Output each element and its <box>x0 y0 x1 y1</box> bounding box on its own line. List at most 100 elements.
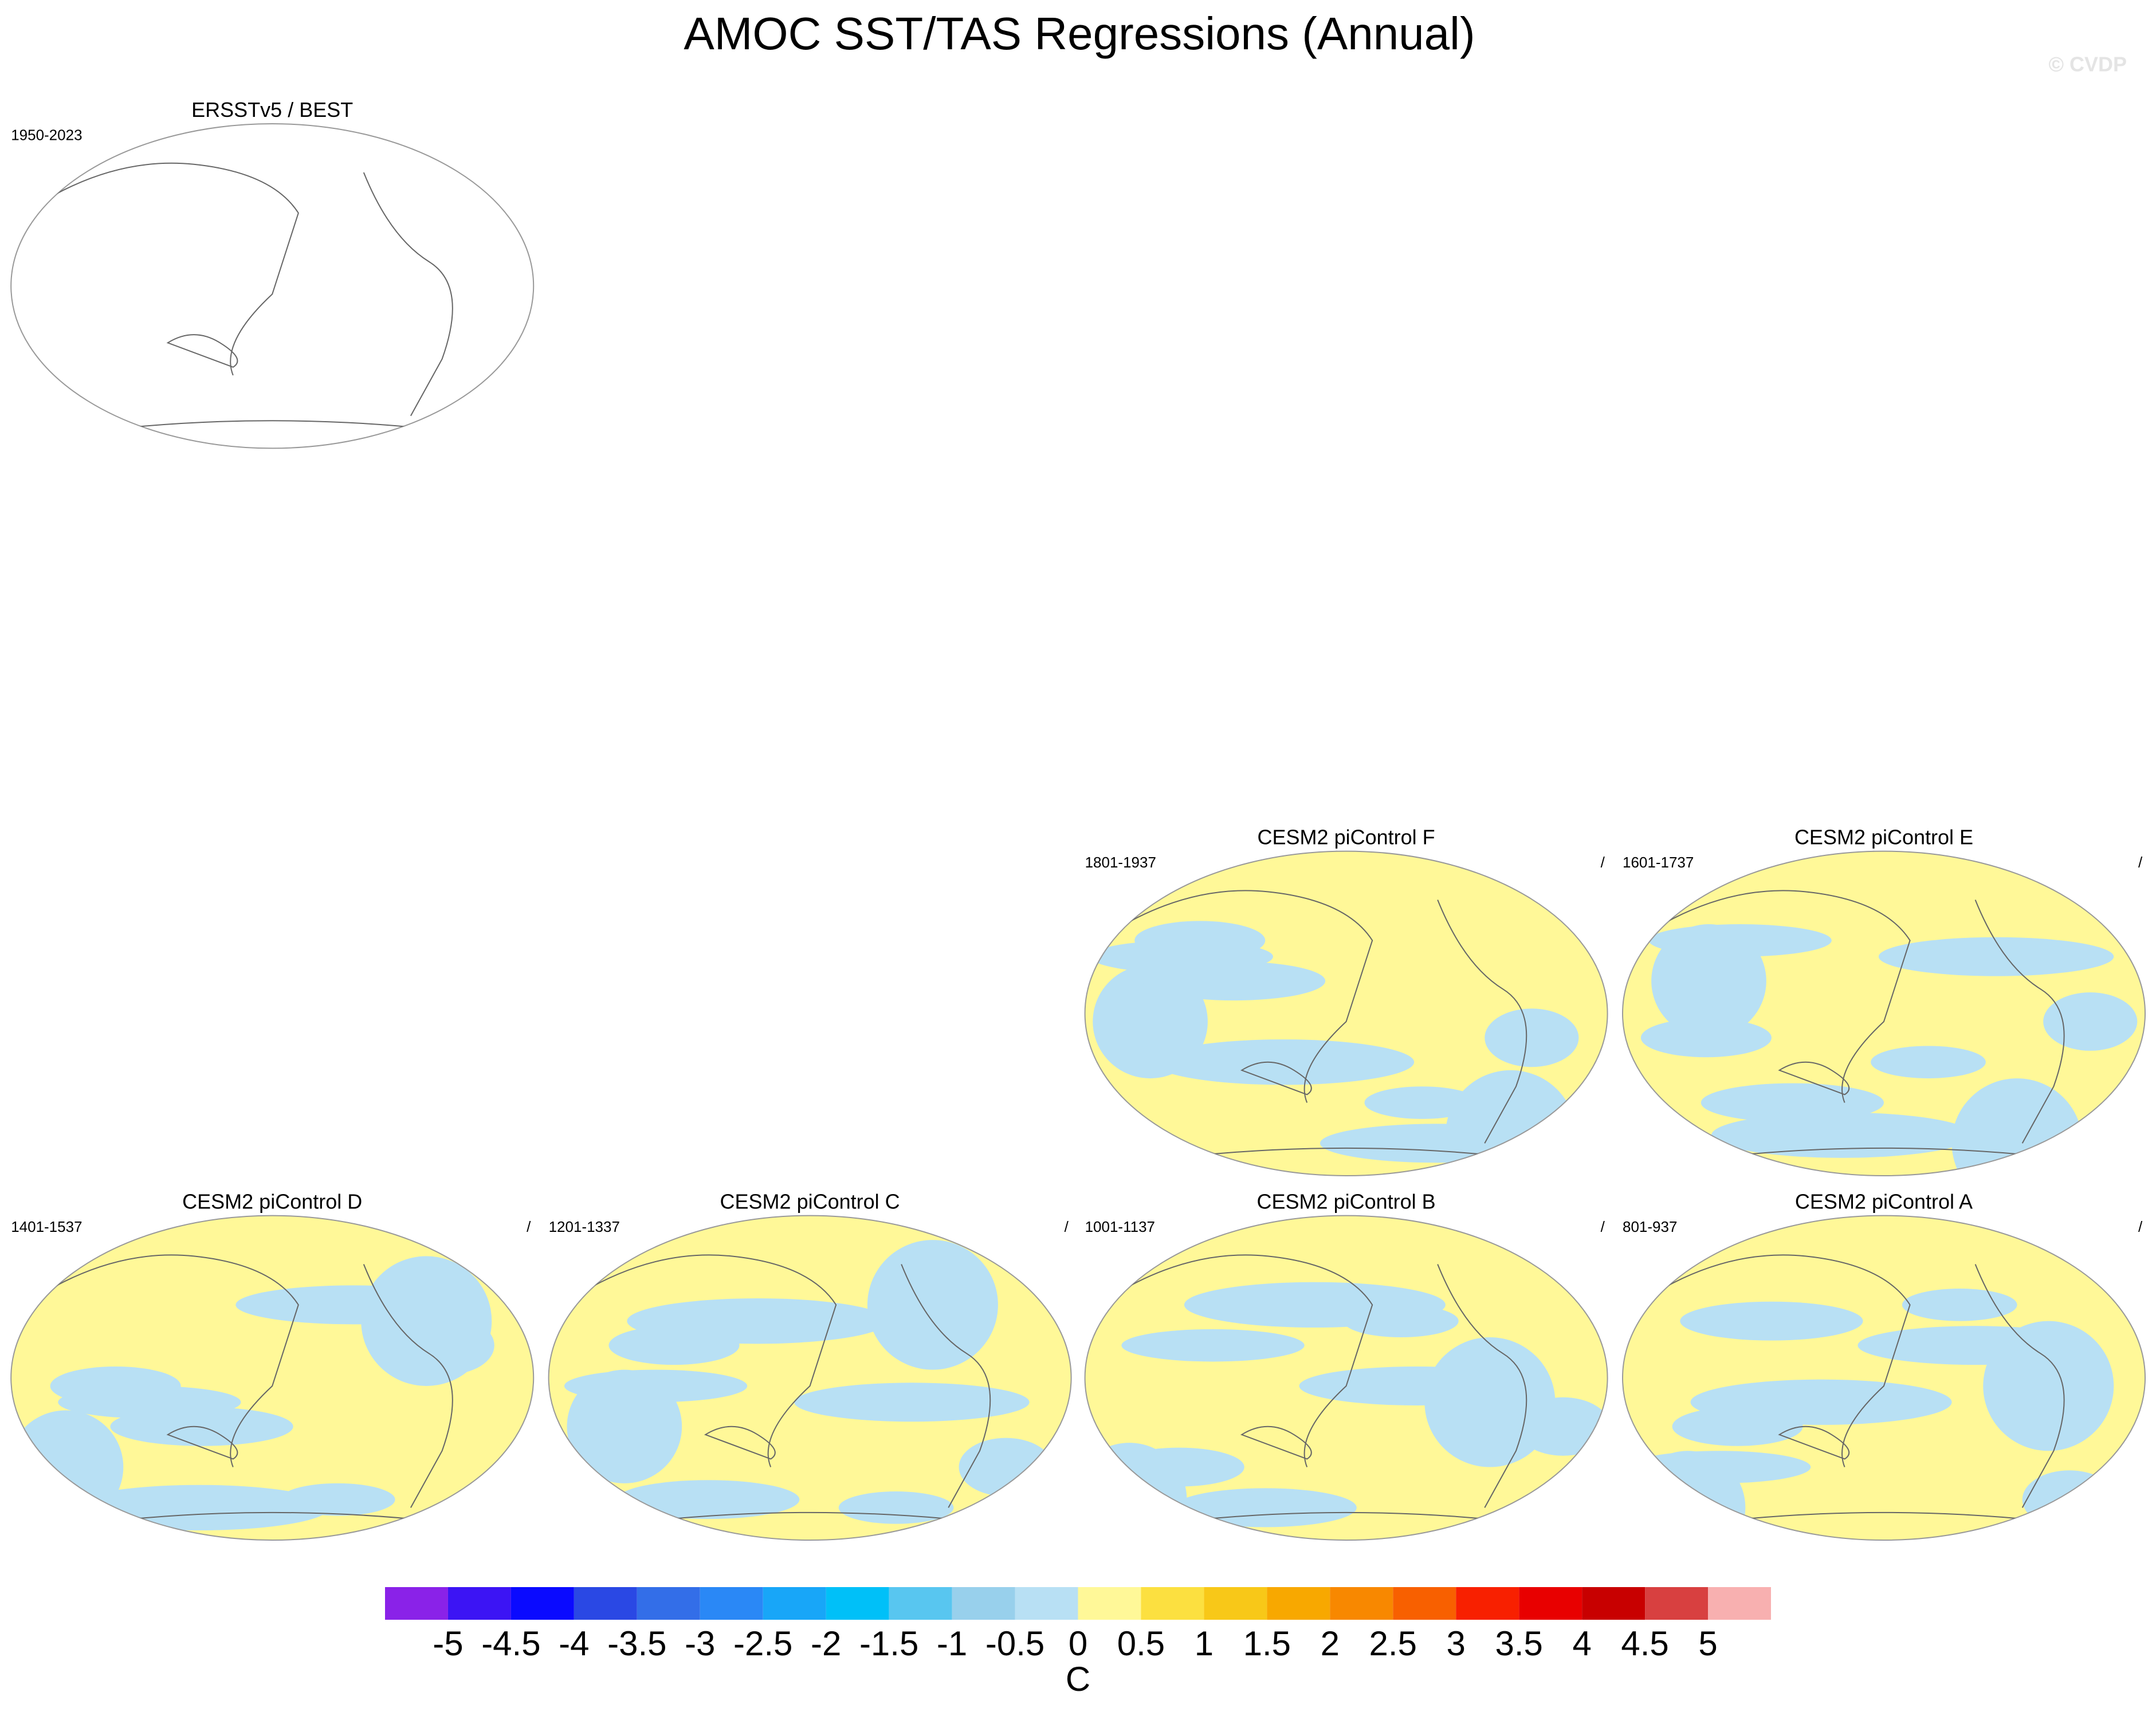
panel-title: CESM2 piControl B <box>1257 1190 1436 1214</box>
negative-area <box>1299 1366 1534 1405</box>
negative-area <box>1648 924 1832 957</box>
negative-area <box>1173 1488 1357 1528</box>
panel-note: / <box>1601 854 1605 871</box>
coastline <box>1974 900 2065 1144</box>
colorbar-box <box>1015 1587 1078 1620</box>
coastline <box>1189 1147 1503 1157</box>
negative-area <box>1672 1407 1803 1446</box>
negative-area <box>1320 1124 1556 1163</box>
map-frame <box>1622 1215 2146 1541</box>
anomaly-areas <box>1640 924 2138 1176</box>
coastline <box>363 1264 453 1508</box>
panel-note: / <box>2138 854 2143 871</box>
period-label: 1401-1537 <box>11 1218 82 1235</box>
map-panel: CESM2 piControl B 1001-1137 / <box>1084 1190 1608 1541</box>
coastline <box>704 1426 776 1460</box>
coastline <box>574 1254 837 1467</box>
negative-area <box>1951 1078 2083 1176</box>
map-panel: CESM2 piControl C 1201-1337 / <box>548 1190 1072 1541</box>
coastline <box>1727 1511 2041 1522</box>
coastlines <box>1110 890 1527 1157</box>
watermark: © CVDP <box>2048 53 2127 76</box>
colorbar-label: 1 <box>1195 1624 1214 1663</box>
coastline <box>37 1254 299 1467</box>
colorbar-box <box>763 1587 826 1620</box>
negative-area <box>400 1316 494 1375</box>
coastline <box>1110 1254 1373 1467</box>
colorbar-box <box>1582 1587 1646 1620</box>
colorbar-label: 3.5 <box>1495 1624 1542 1663</box>
map-panel: CESM2 piControl F 1801-1937 / <box>1084 826 1608 1177</box>
anomaly-areas <box>11 1256 494 1531</box>
negative-area <box>2022 1470 2116 1529</box>
coastline <box>1437 1264 1527 1508</box>
panel-title: CESM2 piControl F <box>1258 826 1435 849</box>
colorbar-label: 1.5 <box>1243 1624 1291 1663</box>
coastlines <box>574 1254 991 1522</box>
coastline <box>901 1264 991 1508</box>
negative-area <box>1121 1329 1305 1362</box>
negative-area <box>1711 1112 1973 1158</box>
period-label: 1950-2023 <box>11 126 82 143</box>
coastlines <box>1110 1254 1527 1522</box>
coastline <box>1727 1147 2041 1157</box>
negative-area <box>564 1369 748 1403</box>
coastline <box>1778 1426 1850 1460</box>
colorbar-box <box>889 1587 952 1620</box>
negative-area <box>1871 1046 1986 1079</box>
map-frame <box>548 1215 1072 1541</box>
colorbar-label: 5 <box>1698 1624 1717 1663</box>
figure-title: AMOC SST/TAS Regressions (Annual) <box>684 8 1475 59</box>
coastline <box>166 334 238 368</box>
negative-area <box>68 1485 330 1531</box>
negative-area <box>1857 1326 2093 1365</box>
colorbar-box <box>637 1587 700 1620</box>
coastline <box>1648 890 1911 1103</box>
negative-area <box>1134 921 1266 960</box>
anomaly-areas <box>564 1240 1053 1524</box>
colorbar-label: -2 <box>811 1624 841 1663</box>
negative-area <box>11 1410 124 1524</box>
coastlines <box>37 1254 453 1522</box>
negative-area <box>235 1285 471 1325</box>
coastline <box>1240 1426 1312 1460</box>
negative-area <box>1113 1447 1244 1487</box>
panel-note: / <box>527 1218 531 1235</box>
negative-area <box>1701 1083 1884 1122</box>
colorbar-label: -5 <box>433 1624 463 1663</box>
coastline <box>1437 900 1527 1144</box>
panel-title: CESM2 piControl D <box>182 1190 362 1214</box>
colorbar-box <box>952 1587 1015 1620</box>
negative-area <box>867 1240 998 1370</box>
negative-area <box>959 1438 1053 1497</box>
coastline <box>115 1511 429 1522</box>
negative-area <box>794 1383 1030 1422</box>
colorbar-label: -4 <box>559 1624 589 1663</box>
map-frame <box>1622 850 2146 1177</box>
colorbar-box <box>1708 1587 1771 1620</box>
colorbar-box <box>574 1587 637 1620</box>
coastline <box>37 162 299 376</box>
colorbar-label: -3.5 <box>607 1624 666 1663</box>
period-label: 1801-1937 <box>1085 854 1156 871</box>
coastline <box>1778 1061 1850 1095</box>
colorbar-box <box>1330 1587 1393 1620</box>
map-panel: CESM2 piControl D 1401-1537 / <box>10 1190 535 1541</box>
colorbar-box <box>1204 1587 1267 1620</box>
panel-note: / <box>1065 1218 1069 1235</box>
colorbar-box <box>1456 1587 1519 1620</box>
negative-area <box>1878 937 2114 976</box>
coastline <box>363 172 453 417</box>
negative-area <box>1485 1008 1579 1067</box>
colorbar-label: -0.5 <box>985 1624 1044 1663</box>
colorbar-label: -2.5 <box>733 1624 792 1663</box>
coastline <box>1189 1511 1503 1522</box>
colorbar-label: -1.5 <box>859 1624 918 1663</box>
panel-title: CESM2 piControl E <box>1794 826 1973 849</box>
colorbar-label: 0 <box>1069 1624 1087 1663</box>
coastline <box>653 1511 967 1522</box>
panel-note: / <box>2138 1218 2143 1235</box>
map-panel: CESM2 piControl E 1601-1737 / <box>1622 826 2146 1177</box>
colorbar-label: -3 <box>685 1624 715 1663</box>
